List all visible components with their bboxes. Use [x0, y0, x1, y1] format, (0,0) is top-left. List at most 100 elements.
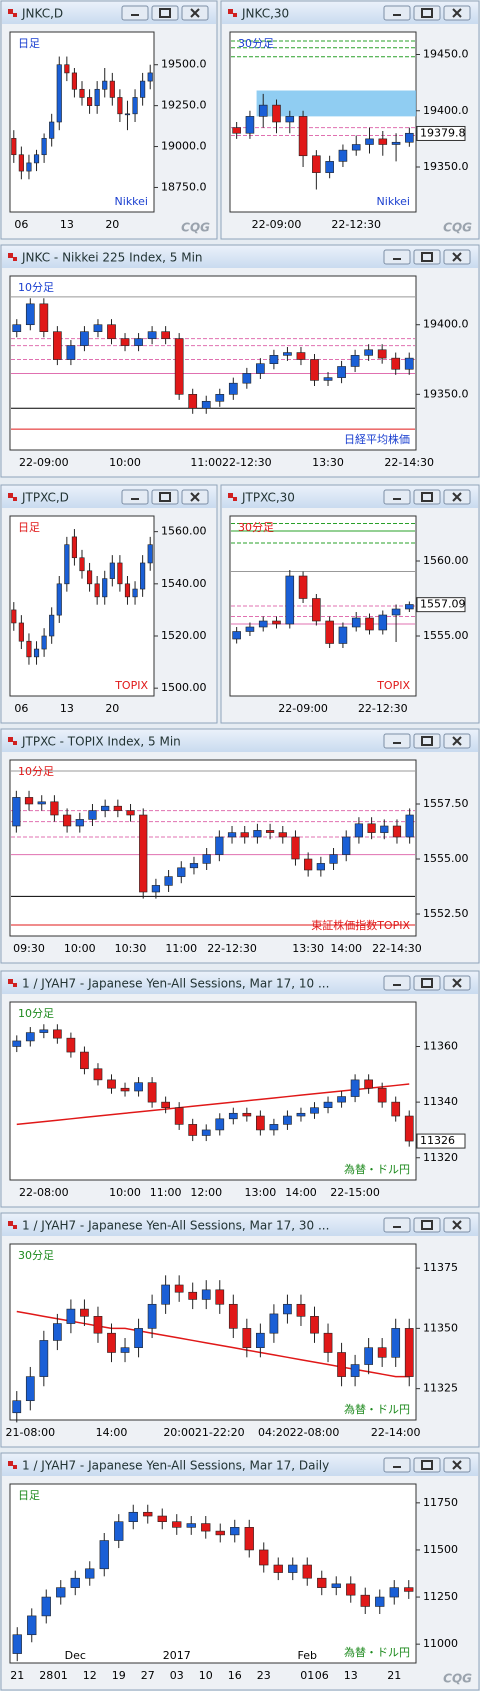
window-min-button[interactable]	[383, 249, 411, 265]
candle-body	[215, 836, 224, 855]
window-max-button[interactable]	[413, 489, 441, 505]
candle-body	[71, 72, 77, 90]
window-icon	[13, 13, 17, 17]
cqg-logo: CQG	[443, 221, 472, 235]
button-glyph	[190, 8, 200, 18]
candle-body	[120, 1347, 130, 1353]
plot-area	[9, 515, 155, 697]
candle-body	[296, 352, 306, 360]
window-max-button[interactable]	[413, 733, 441, 749]
candle-body	[151, 885, 161, 893]
instrument-label: 為替・ドル円	[344, 1402, 410, 1416]
window-title: JNKC - Nikkei 225 Index, 5 Min	[21, 251, 203, 265]
candle-body	[39, 1340, 49, 1377]
x-tick-label: 06	[14, 218, 28, 231]
candle-body	[325, 161, 334, 173]
candle-body	[404, 1587, 414, 1592]
y-tick-label: 11340	[423, 1095, 458, 1108]
candle-body	[317, 1577, 327, 1588]
window-min-button[interactable]	[383, 489, 411, 505]
candle-body	[39, 303, 49, 332]
candle-body	[367, 823, 376, 833]
candle-body	[228, 382, 238, 395]
chart-window: 1 / JYAH7 - Japanese Yen-All Sessions, M…	[0, 1452, 480, 1691]
x-tick-label: 22-12:30	[358, 702, 408, 715]
window-min-button[interactable]	[121, 5, 149, 21]
window-max-button[interactable]	[151, 5, 179, 21]
candle-body	[296, 1112, 306, 1117]
window-icon	[13, 497, 17, 501]
candle-body	[215, 1118, 225, 1131]
window-min-button[interactable]	[383, 1457, 411, 1473]
window-icon	[228, 493, 233, 498]
x-tick-label: 11:00	[190, 456, 222, 469]
window-max-button[interactable]	[413, 1217, 441, 1233]
x-tick-label: 04:20	[258, 1426, 290, 1439]
window-min-button[interactable]	[383, 975, 411, 991]
window-max-button[interactable]	[413, 975, 441, 991]
button-glyph	[421, 1220, 433, 1230]
window-max-button[interactable]	[413, 1457, 441, 1473]
window-min-button[interactable]	[121, 489, 149, 505]
candle-body	[147, 1303, 157, 1329]
x-tick-label: 01	[300, 1669, 314, 1682]
y-tick-label: 11750	[423, 1496, 458, 1509]
candle-body	[12, 1040, 22, 1047]
window-max-button[interactable]	[413, 249, 441, 265]
candle-body	[53, 331, 62, 360]
button-glyph	[393, 1226, 401, 1228]
candle-body	[177, 867, 186, 877]
candle-body	[342, 836, 351, 855]
button-glyph	[190, 492, 200, 502]
candle-body	[272, 620, 281, 625]
instrument-label: 為替・ドル円	[344, 1162, 410, 1176]
candle-body	[227, 832, 237, 838]
x-tick-label: 27	[141, 1669, 155, 1682]
x-tick-label: 20	[105, 218, 119, 231]
candle-body	[350, 1364, 360, 1377]
candle-body	[18, 154, 24, 172]
x-tick-label: 14:00	[96, 1426, 128, 1439]
candle-body	[285, 116, 295, 123]
window-max-button[interactable]	[151, 489, 179, 505]
candle-body	[354, 823, 364, 838]
window-title: JNKC,D	[21, 7, 63, 21]
y-tick-label: 1552.50	[423, 907, 469, 920]
x-tick-label: 01	[54, 1669, 68, 1682]
x-tick-label: 13:00	[245, 1186, 277, 1199]
candle-body	[41, 138, 47, 156]
window-title: 1 / JYAH7 - Japanese Yen-All Sessions, M…	[22, 1459, 329, 1473]
x-tick-label: 13:30	[312, 456, 344, 469]
candle-body	[140, 562, 146, 590]
instrument-label: 為替・ドル円	[344, 1645, 410, 1659]
candle-body	[364, 1347, 373, 1365]
candle-body	[230, 1527, 240, 1536]
x-tick-label: 20	[105, 702, 119, 715]
x-tick-label: 22-14:30	[372, 942, 422, 955]
candle-body	[70, 1577, 80, 1588]
last-price-label: 19379.8	[420, 126, 466, 139]
window-title: 1 / JYAH7 - Japanese Yen-All Sessions, M…	[22, 977, 329, 991]
candle-body	[188, 394, 198, 409]
window-min-button[interactable]	[383, 1217, 411, 1233]
x-tick-label: 11:00	[150, 1186, 182, 1199]
x-tick-label: 22-09:00	[19, 456, 69, 469]
window-min-button[interactable]	[383, 733, 411, 749]
candle-body	[134, 1082, 143, 1092]
candle-body	[114, 1521, 124, 1541]
candle-body	[245, 626, 255, 632]
y-tick-label: 11000	[423, 1637, 458, 1650]
x-tick-label: 06	[315, 1669, 329, 1682]
candle-body	[346, 1583, 356, 1596]
title-bar	[2, 1454, 478, 1476]
window-min-button[interactable]	[383, 5, 411, 21]
candle-body	[25, 303, 35, 326]
window-icon	[233, 13, 237, 17]
candle-body	[147, 544, 153, 564]
candle-body	[375, 1596, 385, 1607]
window-title: 1 / JYAH7 - Japanese Yen-All Sessions, M…	[22, 1219, 329, 1233]
window-title: JNKC,30	[241, 7, 289, 21]
candle-body	[377, 1347, 387, 1358]
window-max-button[interactable]	[413, 5, 441, 21]
y-tick-label: 1500.00	[161, 681, 207, 694]
